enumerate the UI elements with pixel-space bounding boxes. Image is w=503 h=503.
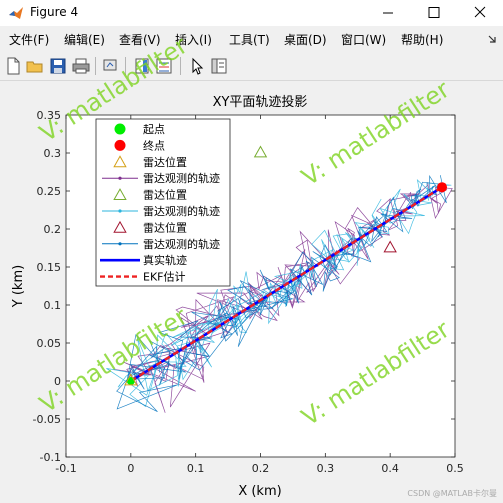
observed-track-2 [106,178,452,408]
print-icon[interactable] [71,56,91,76]
legend[interactable]: 起点终点雷达位置雷达观测的轨迹雷达位置雷达观测的轨迹雷达位置雷达观测的轨迹真实轨… [95,118,231,287]
legend-label: 雷达位置 [143,220,187,234]
close-icon [474,6,486,18]
radar-marker-3 [383,240,397,253]
y-tick-label: 0.3 [44,147,62,160]
legend-radar-swatch [113,188,127,200]
y-tick-label: 0.35 [37,109,62,122]
end-point-marker [437,182,448,193]
observation-traces [106,174,453,413]
property-editor-icon[interactable] [209,56,229,76]
legend-observed-marker [118,176,122,180]
menu-tools[interactable]: 工具(T) [229,33,270,47]
legend-label: 起点 [143,123,165,136]
axis-ticks: -0.1 0 0.1 0.2 0.3 0.4 0.5 -0.1 -0.05 0 0.05 0.1 0.1… [33,109,464,475]
csdn-footer: CSDN @MATLAB卡尔曼 [407,488,497,498]
menu-view[interactable]: 查看(V) [119,33,161,47]
radar-marker-1 [124,373,138,386]
menu-insert[interactable]: 插入(I) [175,33,212,47]
menu-file[interactable]: 文件(F) [9,33,50,47]
minimize-icon [383,12,393,14]
menu-help[interactable]: 帮助(H) [401,33,444,47]
x-tick-label: -0.1 [55,462,76,475]
legend-label: 雷达观测的轨迹 [143,171,220,185]
pointer-icon[interactable] [187,56,207,76]
y-tick-label: 0.25 [37,185,62,198]
toolbar-separator [95,57,96,75]
title-bar: Figure 4 [0,0,503,26]
x-axis-label: X (km) [238,484,281,499]
legend-label: 真实轨迹 [143,253,187,267]
minimize-button[interactable] [365,0,411,26]
open-icon[interactable] [25,56,45,76]
legend-radar-swatch [113,220,127,233]
x-tick-label: 0.2 [252,462,270,475]
y-tick-label: 0.1 [44,299,62,312]
legend-label: 雷达位置 [143,188,187,202]
legend-label: EKF估计 [143,271,186,284]
y-tick-label: 0 [54,375,61,388]
toolbar-separator [180,57,181,75]
track-lines [130,186,443,383]
close-button[interactable] [457,0,503,26]
y-tick-label: 0.05 [37,337,62,350]
toolbar-separator [125,57,126,75]
legend-end-swatch [114,139,126,151]
x-tick-label: 0 [127,462,134,475]
maximize-icon [428,7,440,18]
colorbar-icon[interactable] [132,56,152,76]
y-axis-label: Y (km) [11,265,26,308]
x-tick-label: 0.4 [381,462,399,475]
legend-observed-marker [118,209,122,213]
x-tick-label: 0.5 [446,462,464,475]
legend-label: 终点 [143,138,165,152]
markers [124,145,448,386]
x-tick-label: 0.1 [187,462,205,475]
legend-label: 雷达观测的轨迹 [143,237,220,251]
menu-window[interactable]: 窗口(W) [341,33,387,47]
legend-radar-swatch [113,155,127,168]
observed-track-1 [113,182,453,413]
y-tick-label: -0.1 [40,451,61,464]
legend-start-swatch [114,123,126,135]
y-tick-label: -0.05 [33,413,61,426]
legend-label: 雷达位置 [143,155,187,169]
chart-title: XY平面轨迹投影 [213,94,308,110]
y-tick-label: 0.15 [37,261,62,274]
toolbar [0,52,503,81]
menu-bar: 文件(F) 编辑(E) 查看(V) 插入(I) 工具(T) 桌面(D) 窗口(W… [0,28,503,50]
x-tick-label: 0.3 [317,462,335,475]
window-title: Figure 4 [30,5,79,19]
menu-edit[interactable]: 编辑(E) [64,33,105,47]
legend-observed-marker [118,242,122,246]
matlab-logo-icon [9,7,23,19]
dock-arrow-icon[interactable] [486,33,498,45]
start-point-marker [126,377,135,385]
ekf-estimate-line [130,186,443,383]
new-figure-icon[interactable] [3,56,23,76]
maximize-button[interactable] [411,0,457,26]
menu-desktop[interactable]: 桌面(D) [284,33,327,47]
link-icon[interactable] [101,56,121,76]
y-tick-label: 0.2 [44,223,62,236]
legend-icon[interactable] [154,56,174,76]
observed-track-3 [116,174,447,413]
save-icon[interactable] [48,56,68,76]
legend-label: 雷达观测的轨迹 [143,204,220,218]
radar-marker-2 [253,145,268,158]
